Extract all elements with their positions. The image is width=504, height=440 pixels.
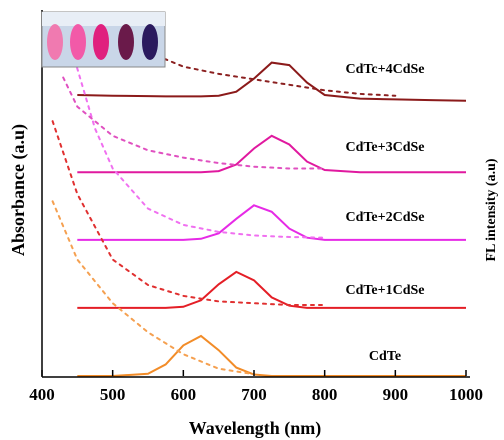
x-tick-label: 900 xyxy=(383,385,409,404)
inset-photo xyxy=(41,11,166,68)
fl-line xyxy=(77,61,467,102)
photo-bg xyxy=(42,12,165,26)
fl-line xyxy=(77,334,466,377)
absorbance-line xyxy=(62,76,326,170)
y2-axis-title: FL intensity (a.u) xyxy=(484,158,499,261)
y-axis-title: Absorbance (a.u) xyxy=(8,124,29,256)
x-tick-label: 1000 xyxy=(449,385,483,404)
fl-line xyxy=(77,134,466,174)
vial xyxy=(118,24,134,60)
vial xyxy=(142,24,158,60)
series-label: CdTc+4CdSe xyxy=(345,62,424,77)
absorbance-line xyxy=(51,120,326,306)
x-tick-label: 400 xyxy=(29,385,55,404)
vial xyxy=(47,24,63,60)
series-label: CdTe+3CdSe xyxy=(345,140,424,155)
vial xyxy=(70,24,86,60)
x-tick-label: 700 xyxy=(241,385,267,404)
x-tick-label: 800 xyxy=(312,385,338,404)
x-axis-title: Wavelength (nm) xyxy=(189,418,322,439)
x-tick-label: 500 xyxy=(100,385,126,404)
absorbance-line xyxy=(51,200,255,376)
x-tick-label: 600 xyxy=(171,385,197,404)
absorbance-line xyxy=(69,43,326,239)
fl-line xyxy=(77,270,466,309)
plot-area xyxy=(51,36,467,377)
series-label: CdTe+2CdSe xyxy=(345,210,424,225)
fl-line xyxy=(77,204,466,241)
series-label: CdTe xyxy=(369,349,401,364)
vial xyxy=(93,24,109,60)
series-label: CdTe+1CdSe xyxy=(345,283,424,298)
